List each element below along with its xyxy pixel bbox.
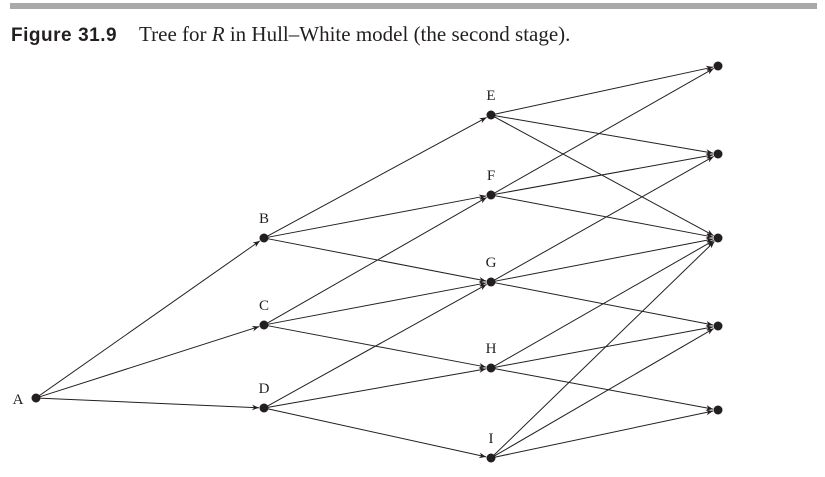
node-t3 — [713, 233, 723, 243]
edge-d-i — [266, 408, 487, 459]
node-label-c: C — [259, 298, 269, 314]
edge-e-t1 — [493, 65, 714, 115]
node-f — [486, 190, 496, 200]
node-i — [486, 453, 496, 463]
node-label-i: I — [489, 431, 494, 447]
edge-a-b — [38, 240, 261, 397]
edge-e-t3 — [493, 115, 714, 237]
edge-b-e — [266, 116, 487, 238]
node-label-d: D — [259, 381, 270, 397]
edge-f-t2 — [493, 153, 714, 195]
top-rule — [10, 3, 817, 9]
edge-c-h — [266, 325, 487, 369]
edge-b-g — [266, 238, 487, 283]
edge-d-g — [266, 283, 487, 407]
node-label-g: G — [486, 255, 497, 271]
edge-h-t3 — [493, 240, 714, 367]
edge-h-t5 — [493, 368, 714, 411]
figure-title-text: Tree for — [139, 22, 212, 46]
node-b — [259, 233, 269, 243]
edge-i-t4 — [493, 328, 714, 457]
figure-title-text-end: in Hull–White model (the second stage). — [224, 22, 571, 46]
edge-c-g — [266, 281, 487, 325]
edge-g-t3 — [493, 237, 714, 282]
node-a — [31, 393, 41, 403]
node-d — [259, 403, 269, 413]
node-t1 — [713, 61, 723, 71]
tree-nodes: A B C D E F G H I — [13, 61, 723, 463]
node-label-f: F — [487, 168, 495, 184]
figure-label: Figure — [11, 25, 73, 46]
node-t2 — [713, 149, 723, 159]
figure-number: 31.9 — [78, 25, 118, 46]
figure-title-variable: R — [211, 22, 225, 46]
edge-a-c — [38, 325, 260, 398]
node-label-b: B — [259, 211, 269, 227]
node-label-h: H — [486, 341, 497, 357]
node-label-e: E — [486, 88, 495, 104]
edge-f-t3 — [493, 195, 714, 239]
node-g — [486, 277, 496, 287]
edge-d-h — [266, 367, 487, 408]
node-t5 — [713, 405, 723, 415]
edge-h-t4 — [493, 325, 714, 368]
edge-a-d — [38, 397, 260, 411]
edge-i-t5 — [493, 409, 714, 458]
tree-edges — [38, 65, 715, 459]
figure-caption: Figure 31.9 Tree for R in Hull–White model… — [11, 21, 570, 49]
node-label-a: A — [13, 392, 24, 408]
edge-c-f — [266, 197, 487, 324]
edge-g-t2 — [493, 156, 714, 281]
node-t4 — [713, 321, 723, 331]
node-h — [486, 363, 496, 373]
edge-f-t1 — [493, 68, 714, 194]
node-e — [486, 110, 496, 120]
edge-i-t3 — [492, 241, 715, 457]
node-c — [259, 320, 269, 330]
edge-e-t2 — [493, 115, 714, 155]
edge-b-f — [266, 194, 487, 238]
